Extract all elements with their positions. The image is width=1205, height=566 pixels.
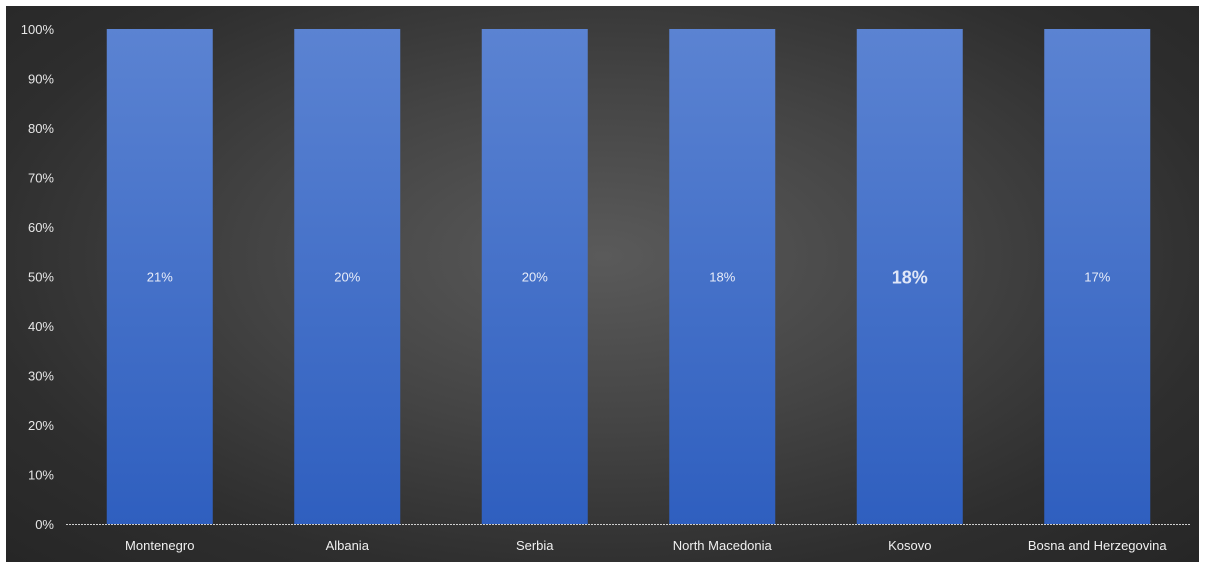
- data-label: 21%: [147, 270, 173, 285]
- y-tick-label: 30%: [28, 369, 54, 384]
- y-tick-label: 0%: [35, 517, 54, 532]
- category-label: Kosovo: [888, 538, 931, 553]
- bar: [856, 29, 963, 524]
- category-label: North Macedonia: [673, 538, 773, 553]
- y-tick-label: 20%: [28, 418, 54, 433]
- bar: [106, 29, 213, 524]
- data-label: 18%: [892, 268, 928, 288]
- y-tick-label: 60%: [28, 220, 54, 235]
- category-labels: Montenegro Albania Serbia North Macedonia Ko…: [125, 538, 1167, 553]
- bar: [669, 29, 776, 524]
- y-tick-label: 90%: [28, 72, 54, 87]
- chart-frame: 0% 10% 20% 30% 40% 50% 60% 70% 80% 90% 100% 21% 20%…: [6, 6, 1199, 562]
- y-tick-label: 80%: [28, 121, 54, 136]
- data-label: 18%: [709, 270, 735, 285]
- y-tick-label: 10%: [28, 468, 54, 483]
- category-label: Serbia: [516, 538, 554, 553]
- bar-chart: 0% 10% 20% 30% 40% 50% 60% 70% 80% 90% 100% 21% 20%…: [21, 22, 1191, 553]
- bar: [481, 29, 588, 524]
- data-label: 20%: [522, 270, 548, 285]
- y-axis-ticks: 0% 10% 20% 30% 40% 50% 60% 70% 80% 90% 100%: [21, 22, 55, 532]
- data-label: 17%: [1084, 270, 1110, 285]
- y-tick-label: 100%: [21, 22, 55, 37]
- category-label: Albania: [326, 538, 370, 553]
- category-label: Bosna and Herzegovina: [1028, 538, 1168, 553]
- bar: [1044, 29, 1151, 524]
- category-label: Montenegro: [125, 538, 194, 553]
- bar: [294, 29, 401, 524]
- data-label: 20%: [334, 270, 360, 285]
- y-tick-label: 50%: [28, 270, 54, 285]
- data-labels: 21% 20% 20% 18% 18% 17%: [147, 268, 1111, 288]
- y-tick-label: 40%: [28, 319, 54, 334]
- bars: [106, 29, 1151, 524]
- y-tick-label: 70%: [28, 171, 54, 186]
